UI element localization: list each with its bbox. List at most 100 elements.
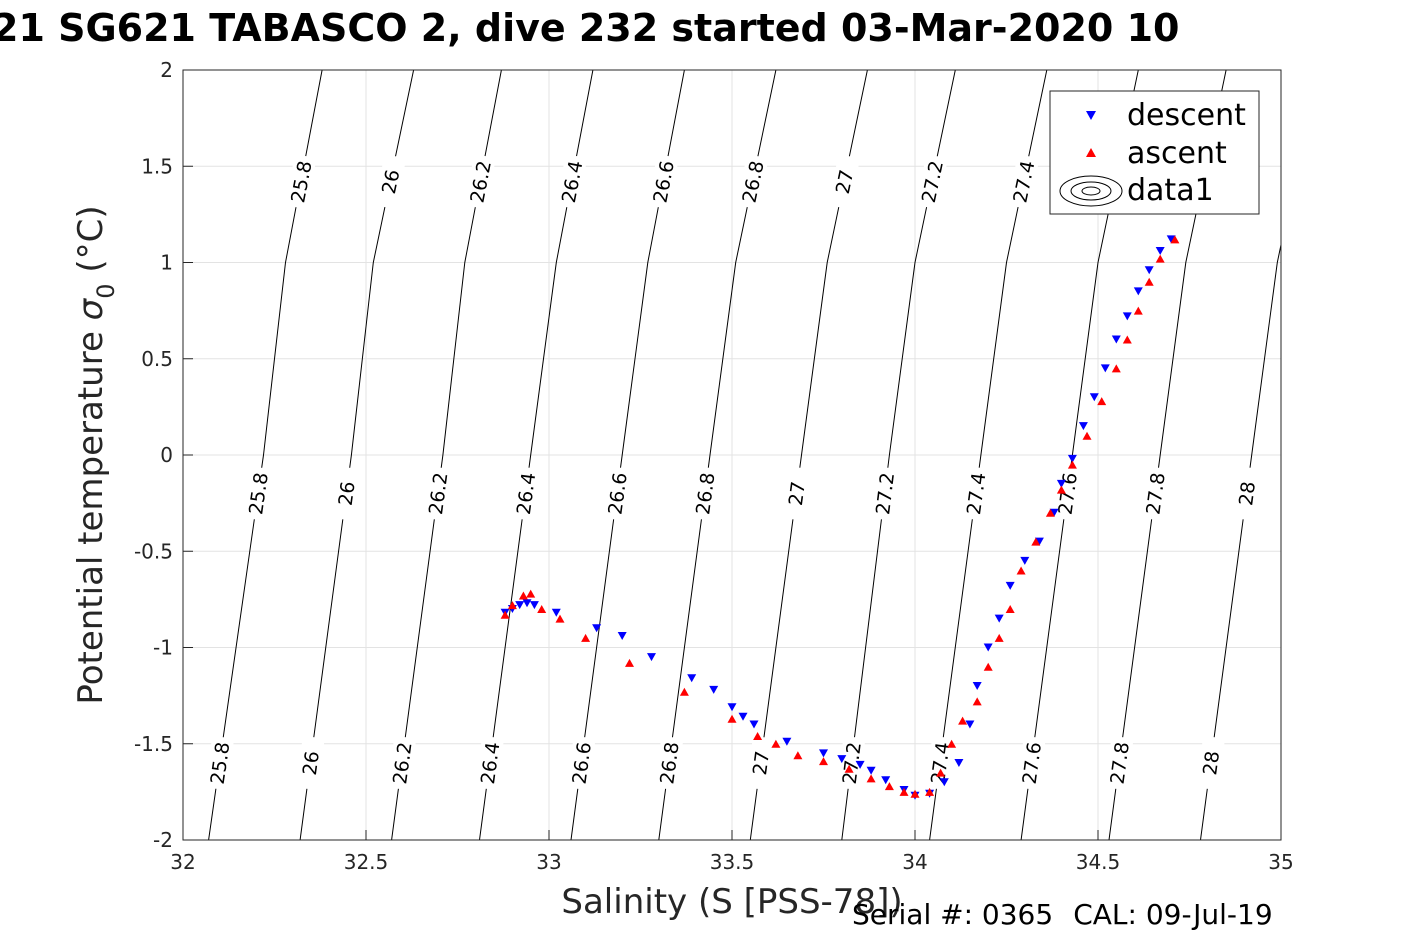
contour-label-bg [1052, 466, 1082, 521]
contour-label-27.4: 27.4 [1009, 159, 1039, 205]
descent-point [749, 720, 759, 729]
descent-point [1122, 312, 1132, 321]
ascent-point [771, 739, 781, 748]
contour-label-27.2: 27.2 [918, 159, 948, 205]
contour-label-bg [690, 466, 720, 521]
ascent-point [1122, 335, 1132, 344]
legend-descent-marker [1086, 111, 1096, 120]
descent-point [1166, 235, 1176, 244]
ascent-point [819, 757, 828, 766]
y-tick-label: 2 [160, 58, 173, 82]
descent-point [647, 653, 656, 662]
ascent-point [1111, 364, 1121, 373]
descent-point [1020, 556, 1030, 565]
contour-label-27: 27 [785, 480, 810, 507]
contour-label-28: 28 [1199, 750, 1224, 777]
legend-data1-label: data1 [1127, 173, 1214, 208]
contour-label-27.6: 27.6 [1055, 471, 1082, 516]
contour-label-bg [423, 466, 453, 521]
ascent-point [625, 658, 634, 667]
contour-label-26.4: 26.4 [477, 741, 504, 786]
descent-point [866, 766, 876, 775]
descent-point [1034, 537, 1044, 546]
descent-point [727, 703, 737, 712]
descent-point [592, 624, 602, 633]
contour-label-27: 27 [749, 750, 774, 777]
descent-point [954, 759, 964, 767]
ascent-point [1144, 277, 1154, 286]
descent-point [1078, 422, 1088, 431]
descent-point [709, 685, 719, 694]
ascent-point [1170, 235, 1180, 244]
ascent-point [526, 589, 536, 598]
x-tick-label: 34 [902, 850, 927, 874]
descent-point [1155, 247, 1165, 255]
descent-point [855, 760, 865, 769]
descent-point [551, 608, 561, 617]
contour-label-bg [870, 466, 899, 521]
contour-label-bg [1104, 735, 1134, 791]
x-tick-label: 33 [536, 850, 561, 874]
contour-label-bg [296, 735, 325, 791]
x-tick-label: 32 [170, 850, 195, 874]
descent-point [1133, 287, 1143, 296]
descent-point [515, 601, 525, 610]
descent-point [1111, 335, 1121, 344]
descent-point [522, 599, 532, 608]
descent-point [994, 614, 1004, 623]
descent-point [983, 643, 993, 652]
contour-label-27.2: 27.2 [872, 471, 899, 516]
contour-label-bg [1140, 466, 1170, 521]
contour-label-26.2: 26.2 [389, 741, 416, 786]
y-axis-label-subscript: 0 [92, 283, 120, 298]
legend-ascent-label: ascent [1127, 136, 1227, 171]
contour-label-bg [464, 154, 496, 210]
ascent-point [1045, 508, 1055, 517]
contour-label-bg [556, 154, 588, 210]
ascent-point [1056, 485, 1066, 494]
ascent-point [910, 789, 920, 798]
contour-label-27.8: 27.8 [1142, 471, 1169, 516]
y-tick-label: 0 [160, 443, 173, 467]
ascent-point [555, 614, 565, 623]
ascent-point [679, 687, 689, 696]
contour-label-bg [387, 735, 417, 791]
ascent-point [727, 714, 737, 723]
legend-data1-contour-icon [1059, 175, 1123, 207]
y-tick-label: -1.5 [134, 732, 173, 756]
ascent-point [925, 787, 935, 796]
ascent-point [994, 633, 1004, 642]
contour-line-28 [1200, 242, 1281, 840]
contour-label-bg [782, 466, 811, 521]
contour-label-bg [511, 466, 540, 521]
ascent-point [1005, 605, 1015, 613]
ascent-point [537, 605, 547, 613]
contour-label-bg [746, 735, 775, 791]
contour-label-bg [827, 153, 861, 210]
contour-label-27: 27 [832, 168, 858, 196]
contour-label-bg [647, 154, 679, 210]
descent-point [617, 632, 627, 640]
ascent-point [1067, 460, 1077, 469]
data-points [500, 235, 1180, 800]
descent-point [972, 682, 982, 690]
legend-descent-label: descent [1127, 98, 1246, 133]
contour-label-bg [925, 735, 955, 791]
y-tick-label: 0.5 [141, 347, 173, 371]
contour-label-26: 26 [378, 168, 404, 196]
ascent-point [518, 591, 528, 600]
contour-label-bg [602, 466, 632, 521]
series-ascent [500, 235, 1180, 798]
descent-point [881, 776, 891, 785]
ascent-point [1097, 397, 1107, 406]
descent-point [782, 737, 792, 746]
contour-label-bg [475, 735, 505, 791]
x-axis-label: Salinity (S [PSS-78]) [561, 882, 902, 922]
contour-label-bg [285, 154, 317, 210]
ascent-point [1031, 537, 1041, 546]
ascent-point [972, 697, 982, 706]
ascent-point [581, 633, 591, 642]
contour-label-26.8: 26.8 [692, 471, 719, 516]
ascent-point [500, 610, 510, 619]
ascent-point [866, 774, 876, 783]
